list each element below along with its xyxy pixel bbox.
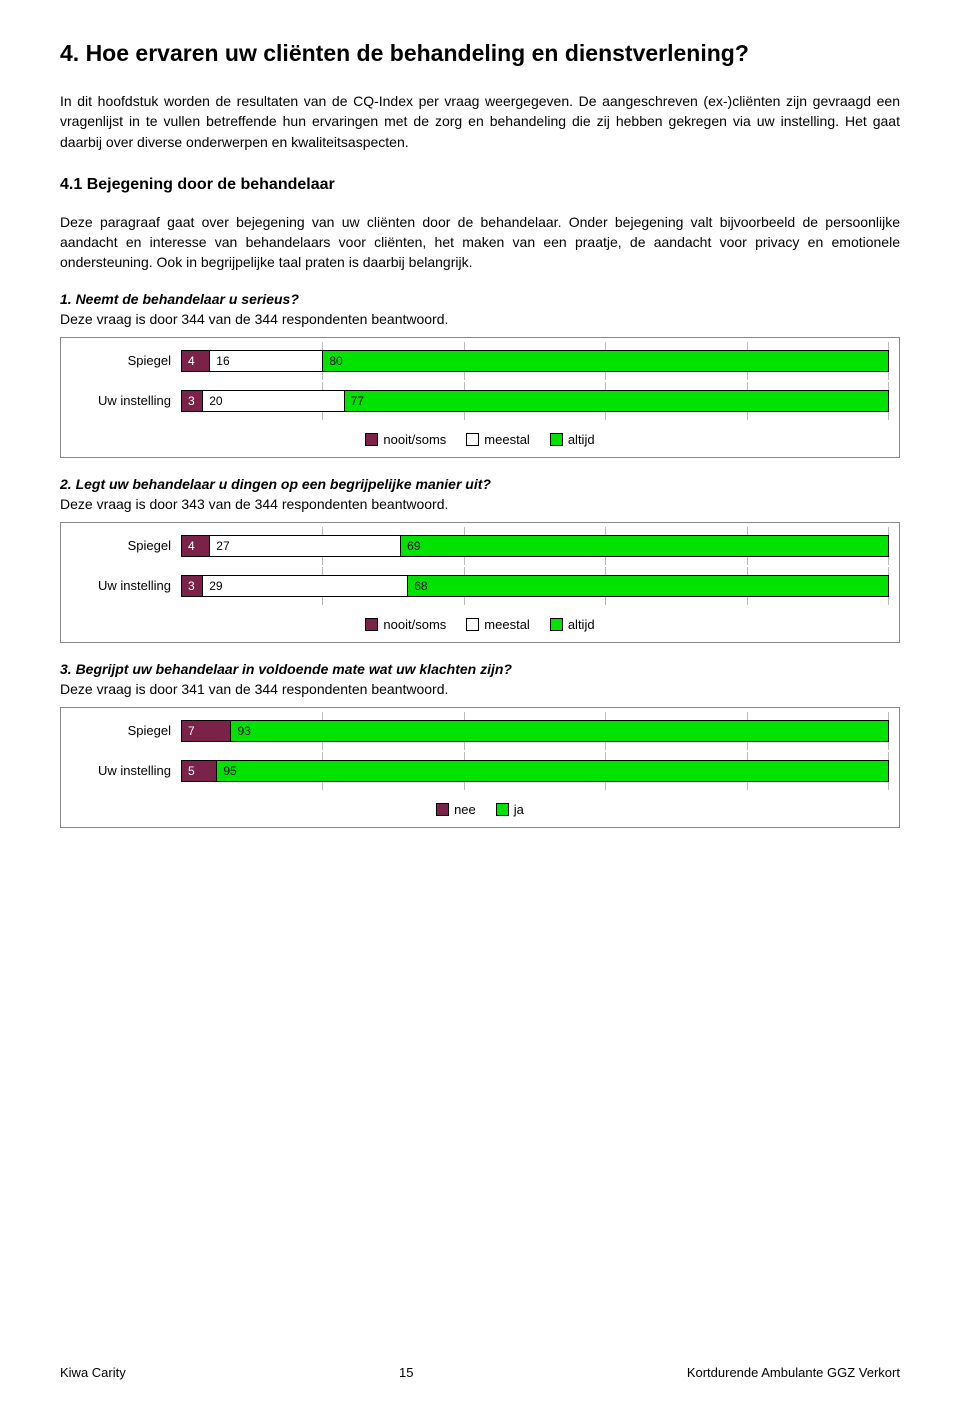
bar-track: 42769 <box>181 535 889 557</box>
legend-label: meestal <box>484 432 530 447</box>
row-label: Uw instelling <box>71 578 181 593</box>
intro-paragraph-1: In dit hoofdstuk worden de resultaten va… <box>60 91 900 152</box>
chart-row: Uw instelling32077 <box>71 390 889 412</box>
row-label: Uw instelling <box>71 763 181 778</box>
legend-swatch <box>496 803 509 816</box>
bar-segment: 3 <box>182 575 203 597</box>
footer-page-number: 15 <box>399 1365 413 1380</box>
chart-frame: Spiegel793 Uw instelling595 nee ja <box>60 707 900 828</box>
bar-segment: 4 <box>182 535 210 557</box>
bar-track: 595 <box>181 760 889 782</box>
bar-segment: 80 <box>323 350 889 372</box>
row-label: Uw instelling <box>71 393 181 408</box>
legend-swatch <box>466 618 479 631</box>
page-heading: 4. Hoe ervaren uw cliënten de behandelin… <box>60 40 900 67</box>
footer-left: Kiwa Carity <box>60 1365 126 1380</box>
answered-text: Deze vraag is door 344 van de 344 respon… <box>60 311 900 327</box>
bar-track: 41680 <box>181 350 889 372</box>
page-footer: Kiwa Carity 15 Kortdurende Ambulante GGZ… <box>60 1365 900 1380</box>
bar-track: 793 <box>181 720 889 742</box>
chart-row: Spiegel41680 <box>71 350 889 372</box>
legend-label: nee <box>454 802 476 817</box>
chart-row: Spiegel793 <box>71 720 889 742</box>
legend-label: altijd <box>568 432 595 447</box>
row-label: Spiegel <box>71 538 181 553</box>
legend-item: meestal <box>466 617 530 632</box>
chart-row: Uw instelling32968 <box>71 575 889 597</box>
legend-swatch <box>365 433 378 446</box>
legend-swatch <box>550 433 563 446</box>
answered-text: Deze vraag is door 341 van de 344 respon… <box>60 681 900 697</box>
bar-segment: 4 <box>182 350 210 372</box>
footer-right: Kortdurende Ambulante GGZ Verkort <box>687 1365 900 1380</box>
bar-segment: 77 <box>345 390 889 412</box>
chart-legend: nee ja <box>71 802 889 817</box>
chart-row: Uw instelling595 <box>71 760 889 782</box>
legend-item: ja <box>496 802 524 817</box>
bar-segment: 69 <box>401 535 889 557</box>
question-text: 3. Begrijpt uw behandelaar in voldoende … <box>60 661 900 677</box>
bar-segment: 5 <box>182 760 217 782</box>
bar-segment: 7 <box>182 720 231 742</box>
chart-legend: nooit/soms meestal altijd <box>71 617 889 632</box>
bar-track: 32077 <box>181 390 889 412</box>
bar-segment: 93 <box>231 720 889 742</box>
bar-segment: 68 <box>408 575 889 597</box>
bar-segment: 3 <box>182 390 203 412</box>
legend-label: nooit/soms <box>383 432 446 447</box>
legend-item: meestal <box>466 432 530 447</box>
legend-item: nooit/soms <box>365 432 446 447</box>
bar-track: 32968 <box>181 575 889 597</box>
row-label: Spiegel <box>71 353 181 368</box>
bar-segment: 16 <box>210 350 323 372</box>
legend-item: altijd <box>550 617 595 632</box>
legend-item: altijd <box>550 432 595 447</box>
answered-text: Deze vraag is door 343 van de 344 respon… <box>60 496 900 512</box>
legend-item: nooit/soms <box>365 617 446 632</box>
row-label: Spiegel <box>71 723 181 738</box>
legend-label: ja <box>514 802 524 817</box>
chart-frame: Spiegel42769 Uw instelling32968 nooit/soms… <box>60 522 900 643</box>
bar-segment: 29 <box>203 575 408 597</box>
bar-segment: 20 <box>203 390 344 412</box>
chart-legend: nooit/soms meestal altijd <box>71 432 889 447</box>
bar-segment: 27 <box>210 535 401 557</box>
intro-paragraph-2: Deze paragraaf gaat over bejegening van … <box>60 212 900 273</box>
chart-row: Spiegel42769 <box>71 535 889 557</box>
legend-swatch <box>365 618 378 631</box>
bar-segment: 95 <box>217 760 889 782</box>
legend-swatch <box>436 803 449 816</box>
legend-label: nooit/soms <box>383 617 446 632</box>
legend-label: meestal <box>484 617 530 632</box>
legend-swatch <box>550 618 563 631</box>
question-text: 1. Neemt de behandelaar u serieus? <box>60 291 900 307</box>
question-text: 2. Legt uw behandelaar u dingen op een b… <box>60 476 900 492</box>
legend-item: nee <box>436 802 476 817</box>
chart-frame: Spiegel41680 Uw instelling32077 nooit/soms… <box>60 337 900 458</box>
section-heading: 4.1 Bejegening door de behandelaar <box>60 176 900 194</box>
legend-label: altijd <box>568 617 595 632</box>
legend-swatch <box>466 433 479 446</box>
